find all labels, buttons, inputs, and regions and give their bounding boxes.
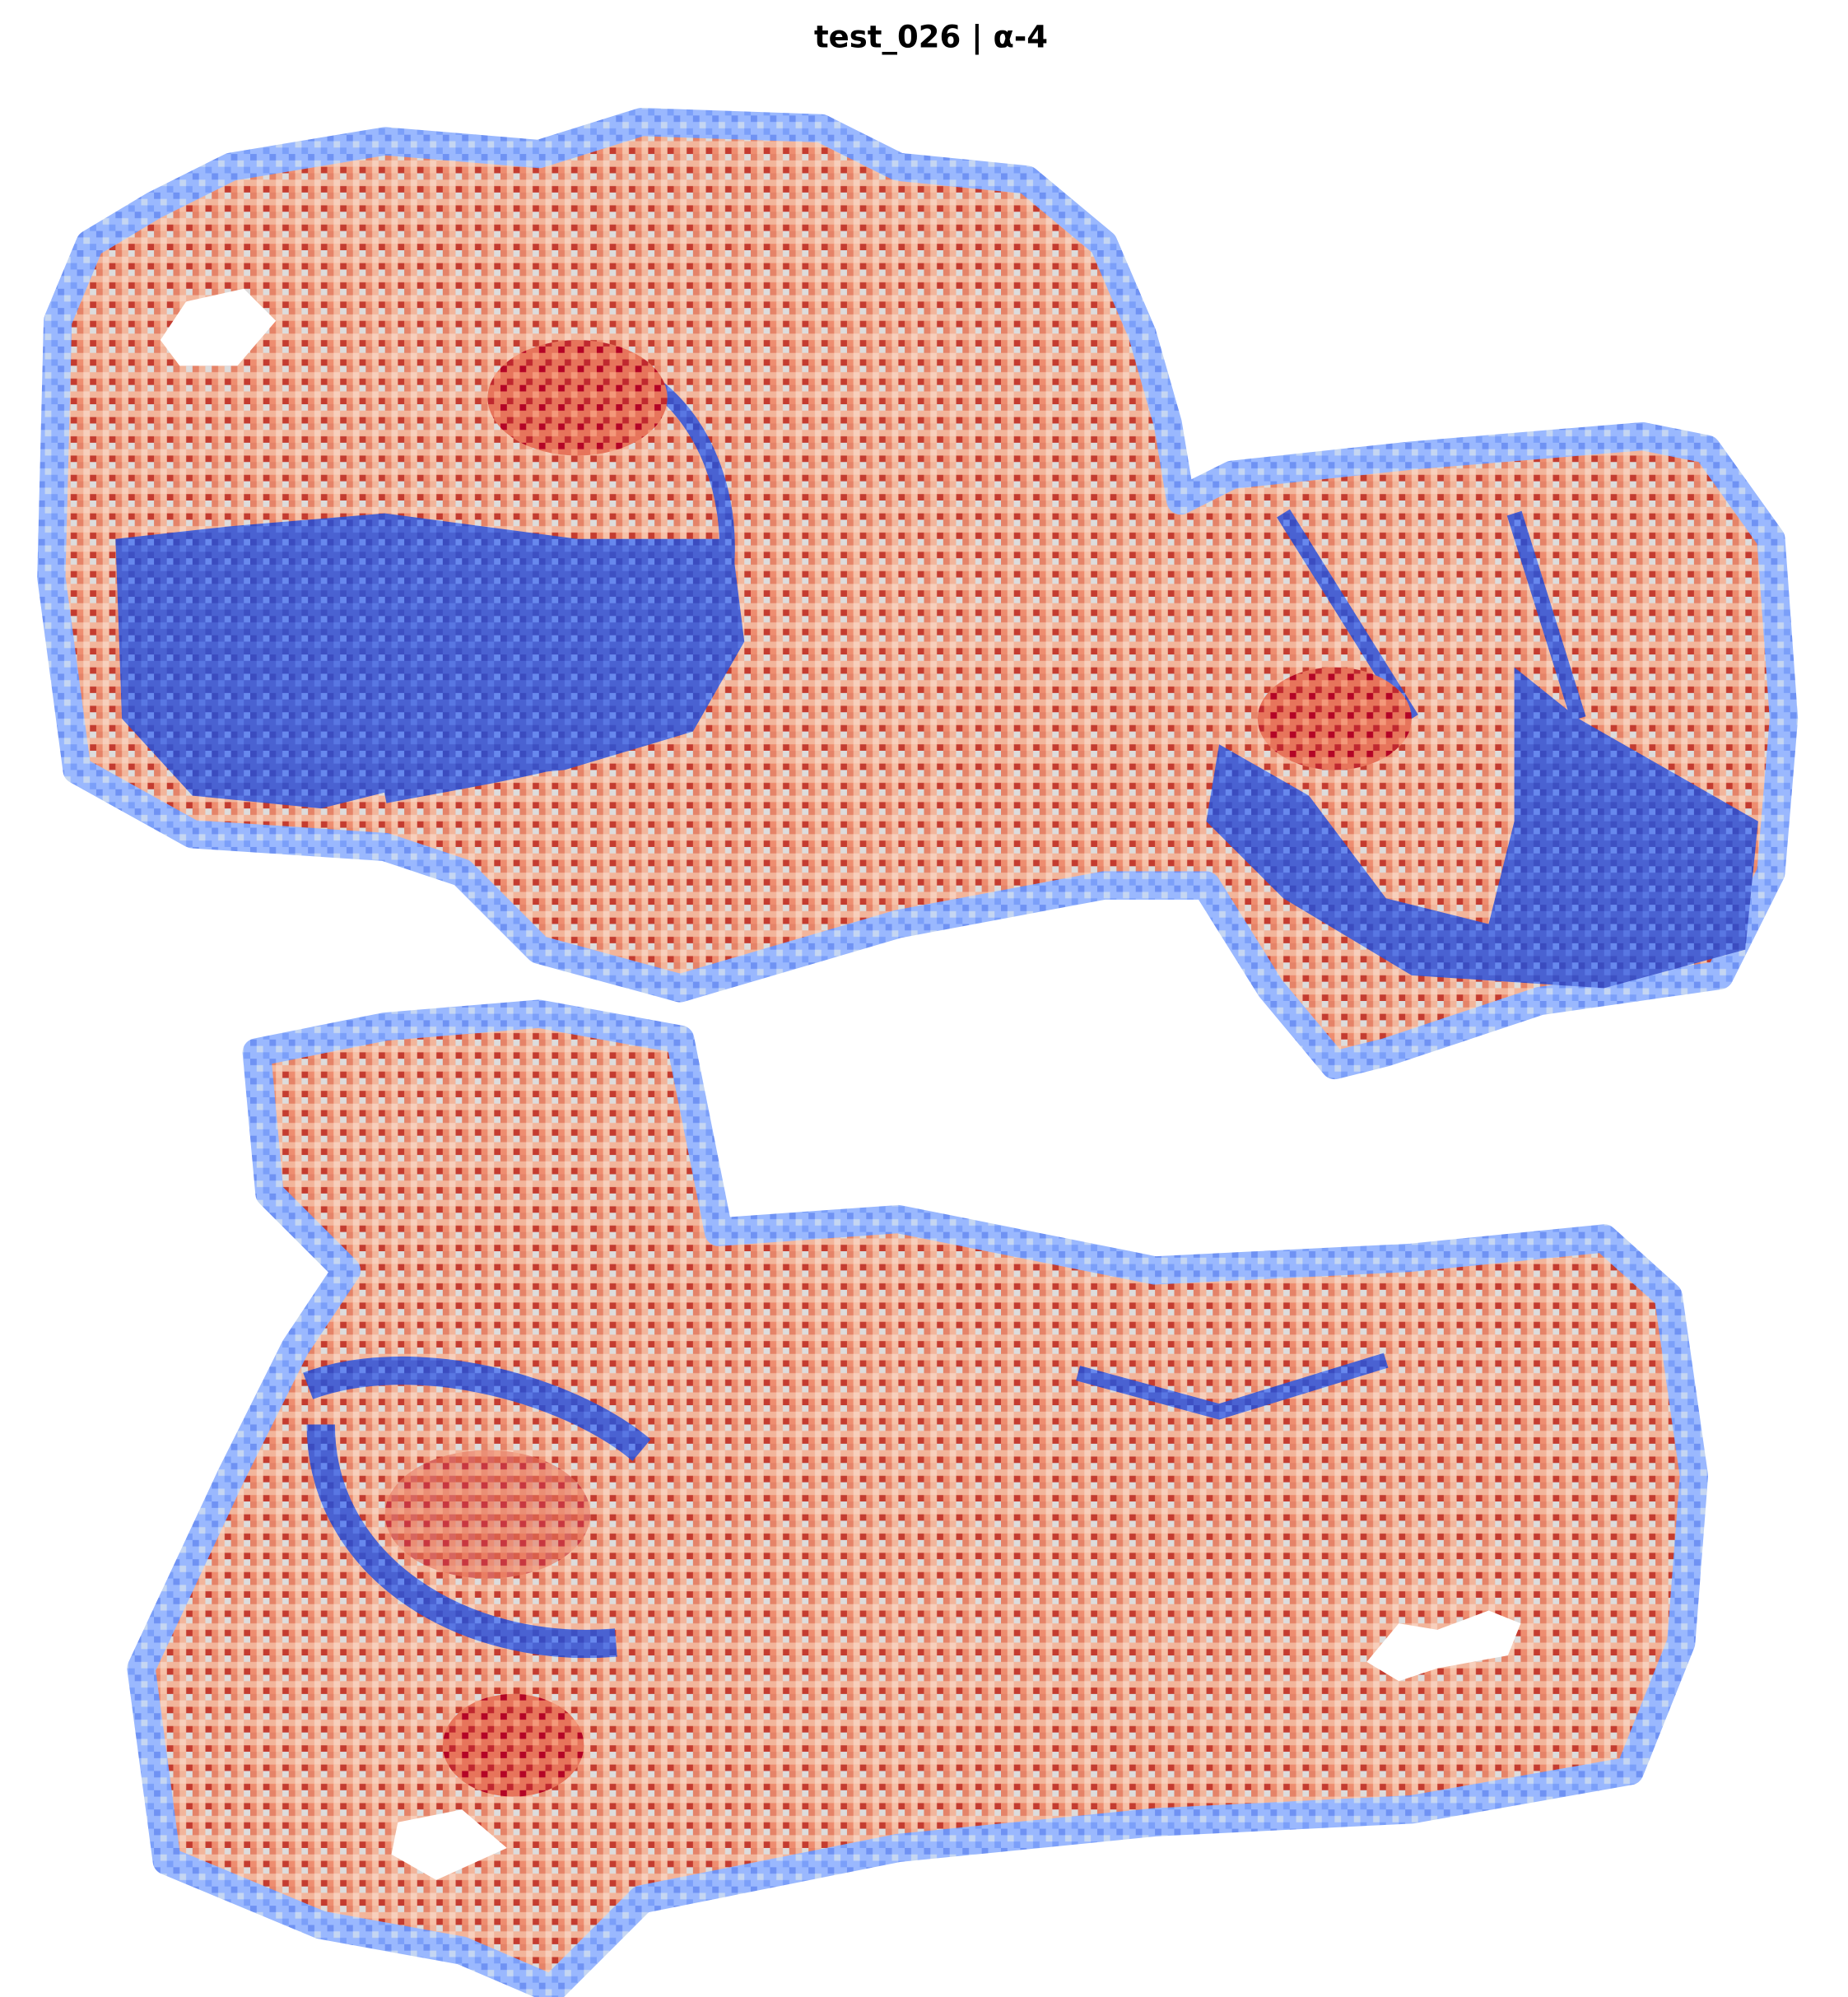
region-low bbox=[303, 1356, 651, 1659]
region-high bbox=[487, 340, 668, 456]
region-high bbox=[1257, 667, 1412, 770]
tissue-upper bbox=[37, 107, 1799, 1080]
tissue-hole bbox=[391, 1809, 507, 1880]
tissue-hole bbox=[1366, 1610, 1521, 1682]
region-high bbox=[442, 1693, 584, 1797]
chart-title: test_026 | α-4 bbox=[814, 20, 1048, 55]
tissue-lower bbox=[127, 999, 1709, 1997]
tissue-map bbox=[37, 107, 1799, 1997]
tissue-hole bbox=[160, 288, 277, 366]
region-high bbox=[384, 1450, 591, 1579]
region-edge bbox=[383, 379, 1586, 1420]
region-low bbox=[1206, 667, 1758, 989]
region-low bbox=[115, 513, 745, 809]
